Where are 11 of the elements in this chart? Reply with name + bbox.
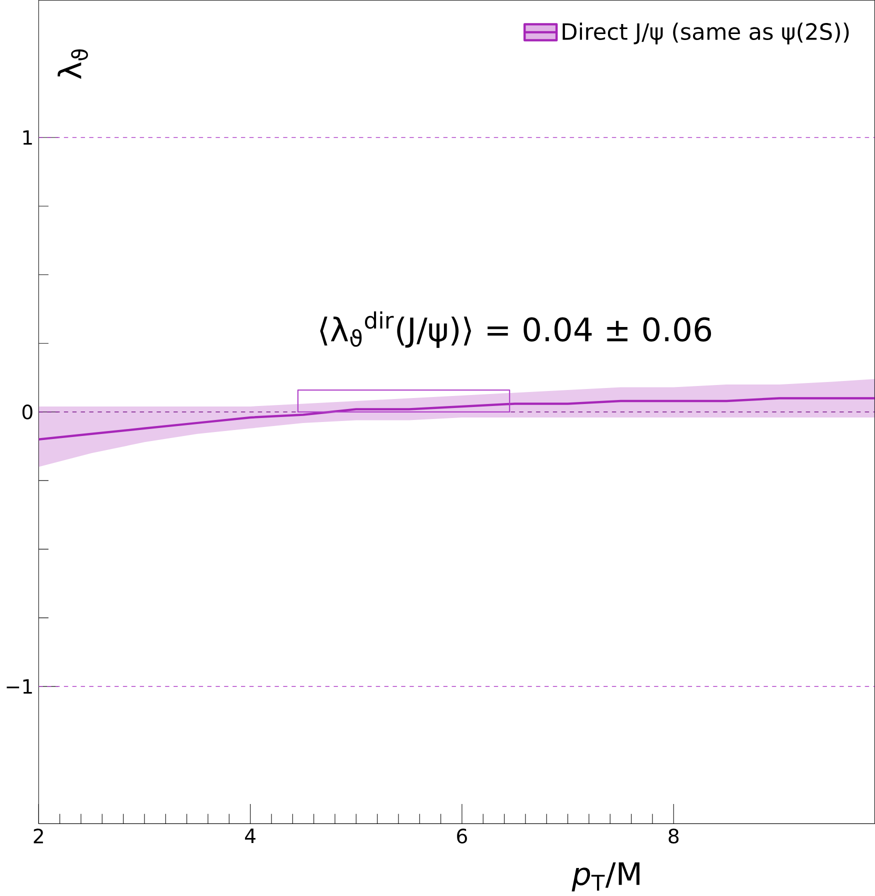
legend-label: Direct J/ψ (same as ψ(2S)) [562,22,849,44]
x-axis-title: p$_{T}$/M [572,862,640,892]
y-tick-label: 1 [23,130,32,145]
x-tick-label: 4 [245,828,256,843]
x-tick-label: 2 [34,828,43,844]
y-tick-label: −1 [6,679,32,694]
annotation: ⟨λ$_{ϑ}$$^{dir}$(J/ψ)⟩ = 0.04 ± 0.06 [320,311,712,348]
y-axis-title: λ$_{ϑ}$ [58,49,88,79]
x-tick-label: 6 [457,828,467,844]
y-tick-label: 0 [22,404,32,420]
x-tick-label: 8 [668,828,679,844]
